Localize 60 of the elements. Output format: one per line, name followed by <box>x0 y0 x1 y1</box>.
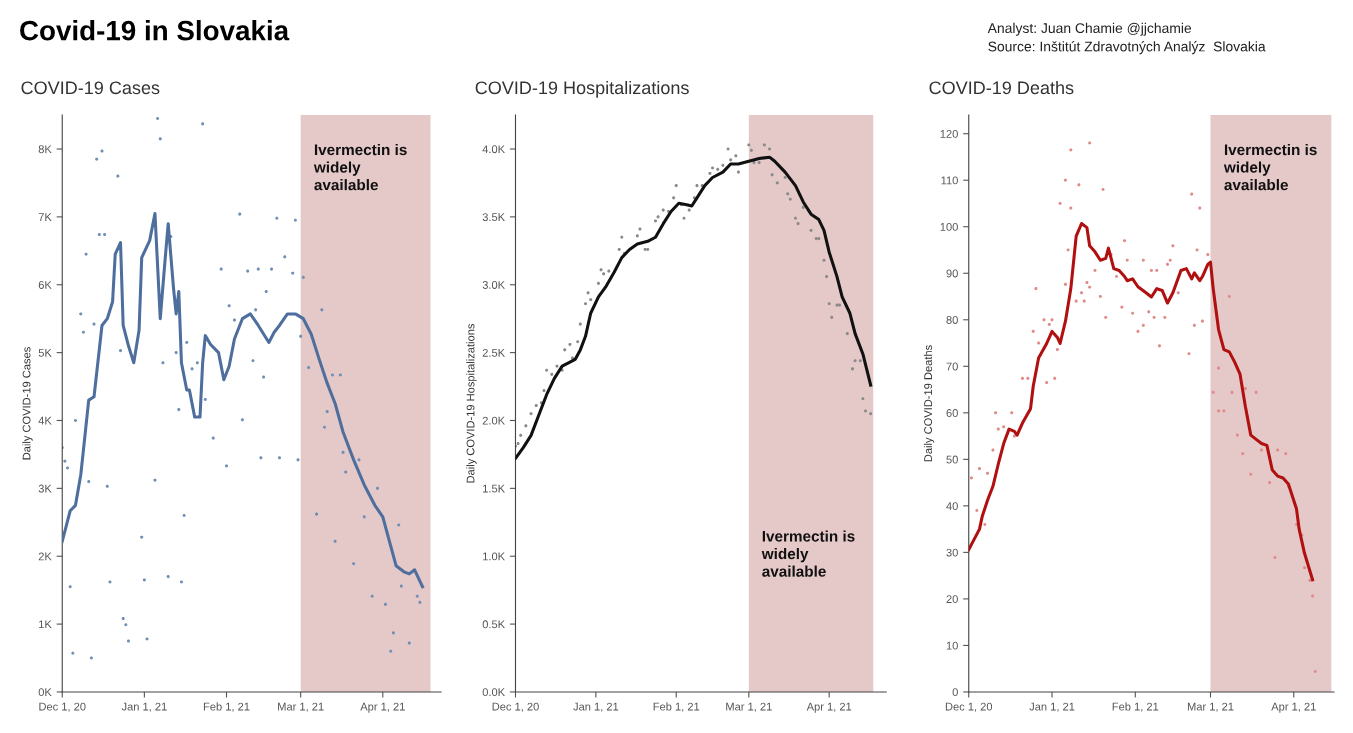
y-axis-title: Daily COVID-19 Cases <box>22 347 33 460</box>
y-tick-label: 100 <box>940 223 958 231</box>
y-tick-label: 110 <box>941 176 958 185</box>
y-tick-label: 5K <box>38 349 52 357</box>
y-tick-label: 60 <box>946 409 958 417</box>
y-tick-label: 1.0K <box>483 552 505 561</box>
x-tick-label: Feb 1, 21 <box>653 702 700 712</box>
y-tick-label: 120 <box>940 129 958 138</box>
y-tick-label: 0.0K <box>482 688 505 697</box>
y-tick-label: 90 <box>946 269 958 278</box>
y-tick-label: 80 <box>946 316 958 324</box>
y-tick-label: 1K <box>39 620 52 629</box>
y-tick-label: 10 <box>946 641 958 650</box>
y-tick-label: 50 <box>946 455 958 464</box>
x-tick-label: Jan 1, 21 <box>1029 702 1075 712</box>
x-tick-label: Apr 1, 21 <box>1271 702 1316 713</box>
y-tick-label: 3K <box>38 484 52 493</box>
y-tick-label: 6K <box>38 281 52 289</box>
y-tick-label: 0 <box>952 688 958 697</box>
y-tick-label: 40 <box>946 502 958 510</box>
x-tick-label: Dec 1, 20 <box>492 702 539 712</box>
x-tick-label: Jan 1, 21 <box>573 702 619 712</box>
y-tick-label: 70 <box>946 362 958 371</box>
y-axis-title: Daily COVID-19 Deaths <box>923 345 935 462</box>
chart-title: COVID-19 Hospitalizations <box>475 80 689 98</box>
band-label: Ivermectin is widely available <box>1223 143 1317 191</box>
band-label: Ivermectin is widely available <box>761 530 855 577</box>
x-tick-label: Apr 1, 21 <box>360 702 405 713</box>
chart-title: COVID-19 Cases <box>21 81 160 95</box>
y-tick-label: 0.5K <box>482 620 505 629</box>
y-tick-label: 2.5K <box>482 348 505 357</box>
x-tick-label: Jan 1, 21 <box>121 702 167 712</box>
y-tick-label: 2.0K <box>482 416 505 425</box>
y-tick-label: 0K <box>38 688 52 697</box>
y-tick-label: 3.0K <box>482 281 505 289</box>
x-tick-label: Apr 1, 21 <box>806 702 852 713</box>
text: Analyst: Juan Chamie @jjchamie <box>987 22 1192 36</box>
x-tick-label: Mar 1, 21 <box>1187 702 1234 712</box>
chart-title: COVID-19 Deaths <box>929 80 1074 95</box>
y-tick-label: 30 <box>946 548 958 557</box>
y-tick-label: 8K <box>38 145 52 154</box>
y-tick-label: 4.0K <box>482 145 505 154</box>
y-axis-title: Daily COVID-19 Hospitalizations <box>466 323 477 483</box>
text: Covid-19 in Slovakia <box>20 20 290 41</box>
y-tick-label: 20 <box>946 595 958 604</box>
line-series <box>62 211 425 589</box>
y-tick-label: 4K <box>38 416 52 425</box>
y-tick-label: 3.5K <box>482 213 505 222</box>
y-tick-label: 1.5K <box>483 484 505 493</box>
source-note: Source: Inštitút Zdravotných Analýz Slovakia <box>988 41 1266 55</box>
x-tick-label: Mar 1, 21 <box>278 702 324 712</box>
y-tick-label: 7K <box>38 213 52 221</box>
x-tick-label: Dec 1, 20 <box>39 702 86 712</box>
x-tick-label: Mar 1, 21 <box>726 702 772 712</box>
line-series <box>968 221 1315 582</box>
x-tick-label: Feb 1, 21 <box>203 702 250 712</box>
x-tick-label: Dec 1, 20 <box>945 702 993 712</box>
band-label: Ivermectin is widely available <box>313 143 407 191</box>
x-tick-label: Feb 1, 21 <box>1112 702 1159 712</box>
y-tick-label: 2K <box>38 552 52 561</box>
